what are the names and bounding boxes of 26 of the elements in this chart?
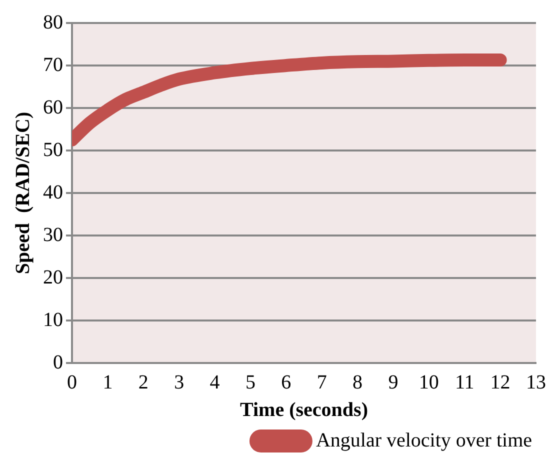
- x-tick-label: 12: [490, 371, 510, 394]
- y-tick-label: 30: [43, 224, 63, 246]
- x-tick-label: 10: [418, 371, 439, 394]
- x-tick-label: 11: [454, 371, 474, 394]
- y-tick-label: 0: [53, 351, 63, 374]
- x-tick-label: 2: [138, 371, 148, 394]
- legend-label: Angular velocity over time: [316, 429, 532, 452]
- y-tick-label: 50: [43, 138, 63, 161]
- y-tick-label: 20: [43, 266, 63, 288]
- y-tick-label: 60: [43, 96, 63, 118]
- y-tick-label: 80: [43, 11, 63, 34]
- x-tick-label: 9: [388, 371, 398, 394]
- y-tick-label: 70: [43, 54, 63, 76]
- x-tick-label: 13: [526, 371, 546, 394]
- x-tick-label: 4: [210, 371, 220, 394]
- x-tick-label: 1: [102, 371, 113, 394]
- x-tick-label: 6: [281, 371, 292, 394]
- x-tick-label: 0: [67, 371, 77, 394]
- y-tick-label: 10: [43, 308, 63, 331]
- y-axis-title: Speed (RAD/SEC): [12, 112, 34, 274]
- x-tick-label: 3: [174, 371, 184, 394]
- y-tick-label: 40: [43, 181, 63, 204]
- x-axis-title: Time (seconds): [240, 399, 368, 422]
- x-tick-label: 5: [245, 371, 256, 394]
- x-tick-label: 8: [352, 371, 363, 394]
- x-tick-label: 7: [316, 371, 327, 394]
